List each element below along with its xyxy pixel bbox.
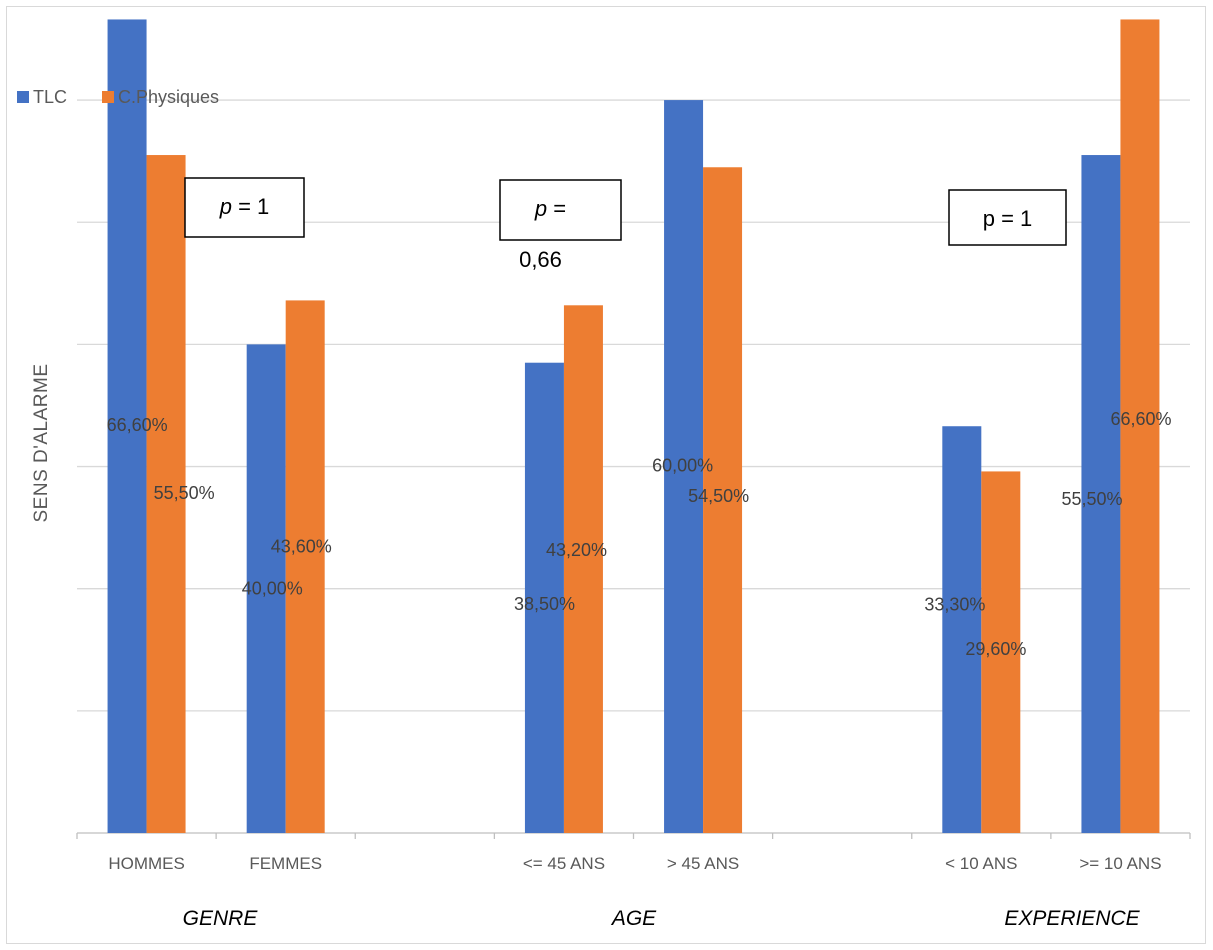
data-label: 66,60% [107, 415, 168, 435]
legend-label: TLC [33, 87, 67, 107]
data-label: 60,00% [652, 456, 713, 476]
data-label: 66,60% [1110, 409, 1171, 429]
bar-tlc [524, 362, 564, 833]
x-tick-label: > 45 ANS [667, 854, 739, 873]
data-label: 38,50% [514, 594, 575, 614]
group-label: EXPERIENCE [1004, 907, 1140, 930]
x-tick-label: <= 45 ANS [523, 854, 605, 873]
data-label: 33,30% [924, 595, 985, 615]
bar-tlc [246, 344, 286, 833]
group-label: GENRE [183, 907, 259, 930]
data-label: 55,50% [1061, 489, 1122, 509]
p-value-text: p = 1 [219, 194, 270, 219]
data-label: 54,50% [688, 486, 749, 506]
legend-swatch [102, 91, 114, 103]
group-label: AGE [610, 907, 657, 930]
x-tick-label: >= 10 ANS [1079, 854, 1161, 873]
data-label: 40,00% [242, 579, 303, 599]
bar-tlc [1081, 155, 1121, 834]
p-value-text: p = 1 [983, 206, 1033, 231]
p-value-number: 0,66 [519, 247, 562, 272]
legend-label: C.Physiques [118, 87, 219, 107]
bar-c-physiques [285, 300, 325, 833]
chart-svg: HOMMES FEMMES <= 45 ANS > 45 ANS < 10 ANS >= … [17, 19, 1191, 930]
p-value-boxes: p = 1 p = 0,66 p = 1 [184, 177, 1067, 272]
bar-c-physiques [563, 305, 603, 833]
p-value-box [948, 189, 1067, 246]
bar-tlc [664, 100, 704, 834]
bar-tlc [107, 19, 147, 833]
p-value-box [499, 179, 622, 241]
legend: TLC C.Physiques [17, 87, 219, 107]
y-axis-label: SENS D'ALARME [31, 363, 52, 522]
bar-c-physiques [146, 155, 186, 834]
bar-c-physiques [703, 167, 743, 833]
bars [107, 19, 1160, 834]
data-label: 55,50% [154, 483, 215, 503]
bar-tlc [942, 426, 982, 833]
chart-frame: HOMMES FEMMES <= 45 ANS > 45 ANS < 10 ANS >= … [6, 6, 1206, 944]
p-value-box [184, 177, 305, 238]
data-labels: 66,60% 55,50% 40,00% 43,60% 38,50% 43,20% 60,0… [107, 409, 1172, 659]
p-value-text: p = [534, 196, 566, 221]
group-labels: GENRE AGE EXPERIENCE [183, 907, 1141, 930]
data-label: 43,20% [546, 540, 607, 560]
x-tick-label: FEMMES [249, 854, 322, 873]
data-label: 43,60% [271, 537, 332, 557]
x-tick-label: < 10 ANS [945, 854, 1017, 873]
x-tick-label: HOMMES [108, 854, 185, 873]
bar-c-physiques [981, 471, 1021, 833]
data-label: 29,60% [965, 639, 1026, 659]
x-tick-labels: HOMMES FEMMES <= 45 ANS > 45 ANS < 10 ANS >= … [108, 854, 1161, 873]
legend-swatch [17, 91, 29, 103]
bar-c-physiques [1120, 19, 1160, 833]
